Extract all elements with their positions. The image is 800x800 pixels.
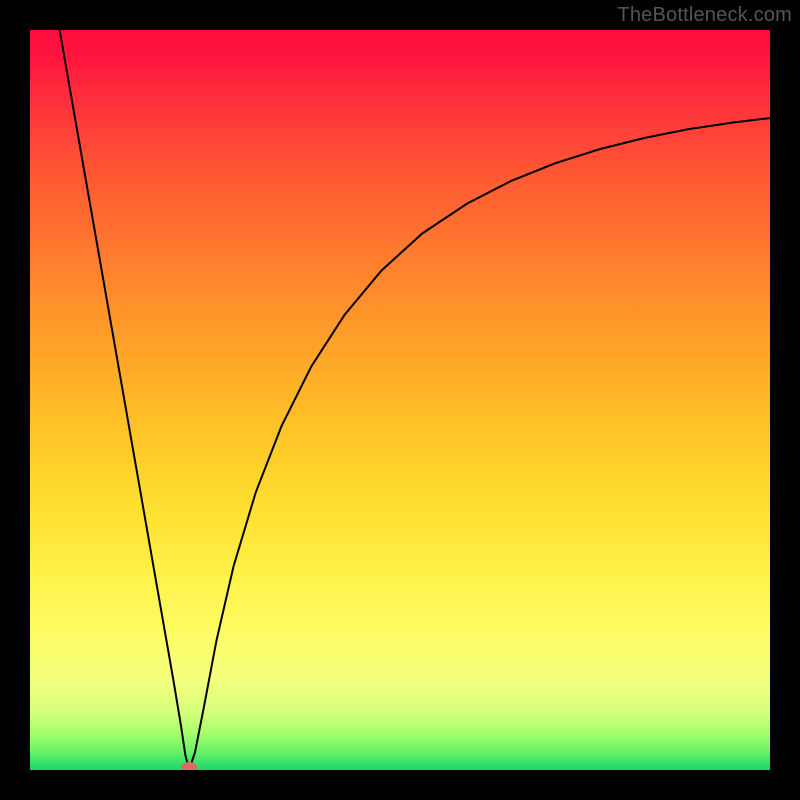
watermark-text: TheBottleneck.com bbox=[617, 4, 792, 27]
optimal-point-marker bbox=[181, 762, 197, 772]
chart-frame: TheBottleneck.com bbox=[0, 0, 800, 800]
plot-background bbox=[30, 30, 770, 770]
bottleneck-chart bbox=[0, 0, 800, 800]
